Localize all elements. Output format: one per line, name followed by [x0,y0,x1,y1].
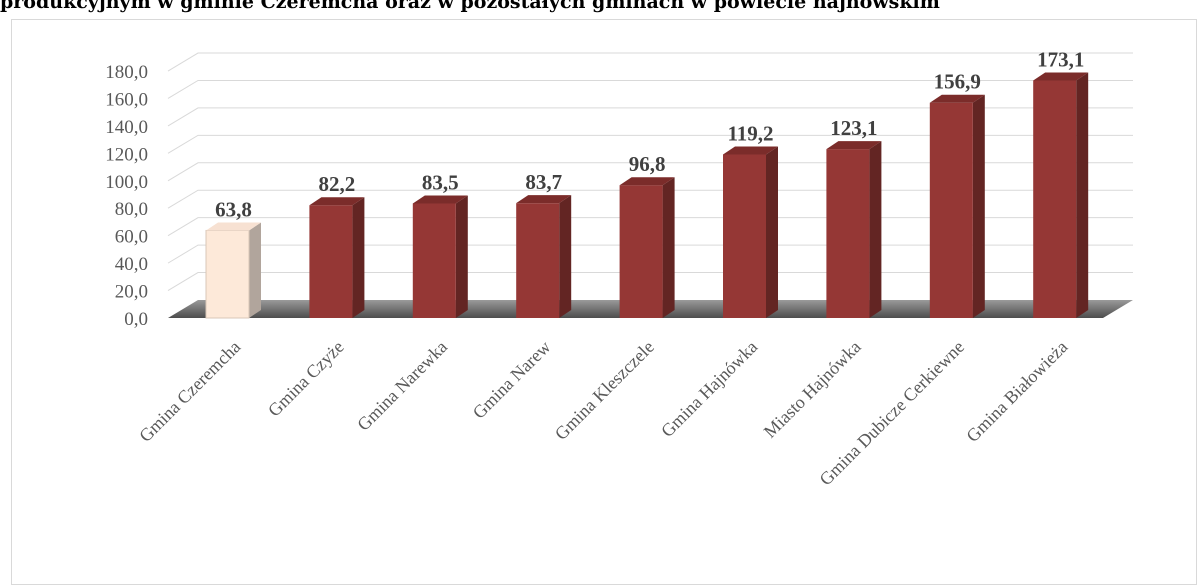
bar-top [929,94,985,103]
y-tick-label: 100,0 [105,172,148,193]
value-label: 119,2 [727,121,773,145]
bar-top [206,222,261,231]
bar-top [1033,72,1089,81]
gridline [167,79,1133,99]
x-axis-labels: Gmina Czeremcha Gmina Czyże Gmina Narewka G… [135,337,1071,490]
bar-side [662,177,675,318]
gridline [167,134,1133,154]
bar-front [516,203,560,318]
category-label: Miasto Hajnówka [760,337,865,442]
bar [929,94,985,318]
category-label: Gmina Czeremcha [135,337,244,446]
y-tick-label: 80,0 [115,199,148,220]
bar-front [723,154,766,318]
bar-front [929,102,973,318]
bar-front [412,203,456,318]
value-labels: 63,8 82,2 83,5 83,7 96,8 119,2 123,1 156,9 173,1 [215,48,1084,222]
gridline [167,189,1133,209]
bar-side [249,222,261,318]
gridline [167,107,1133,127]
bar-side [455,195,468,318]
bar [412,195,468,318]
bar [723,146,778,318]
bar [309,197,365,318]
bar-front [1033,80,1077,318]
chart-title: produkcyjnym w gminie Czeremcha oraz w p… [0,0,940,13]
category-label: Gmina Czyże [264,337,348,421]
bar-top [516,195,572,204]
bar-front [826,149,870,318]
gridline [167,52,1133,72]
y-tick-label: 60,0 [115,227,148,248]
bar [205,222,261,319]
gridline [167,162,1133,182]
bar-side [1076,72,1089,318]
category-label: Gmina Kleszczele [551,337,658,444]
category-label: Gmina Narewka [353,337,451,435]
y-tick-label: 20,0 [115,282,148,303]
y-tick-label: 40,0 [115,254,148,275]
gridline [167,272,1133,291]
bar-top [826,141,882,150]
bar [516,195,572,318]
bar-top [309,197,365,206]
bars [205,72,1089,319]
bar-side [766,146,778,318]
value-label: 83,7 [525,170,562,194]
bar-top [723,146,778,155]
grid-lines [167,52,1133,291]
bar-side [352,197,365,318]
bar [826,141,882,318]
category-label: Gmina Hajnówka [657,337,761,441]
value-label: 82,2 [319,172,356,196]
bar-front [619,185,663,318]
gridline [167,244,1133,264]
value-label: 96,8 [629,152,666,176]
value-label: 123,1 [830,116,877,140]
category-label: Gmina Białowieża [962,337,1071,446]
bar-top [412,195,468,204]
y-tick-label: 140,0 [105,117,148,138]
bar [619,177,675,318]
bar-top [619,177,675,186]
bar-front [309,205,353,318]
value-label: 63,8 [215,197,252,221]
bar-front [205,229,250,319]
y-tick-label: 0,0 [124,309,148,330]
y-axis-ticks: 0,0 20,0 40,0 60,0 80,0 100,0 120,0 140,0 160,0 1… [105,62,148,330]
y-tick-label: 180,0 [105,62,148,83]
value-label: 83,5 [422,170,459,194]
bar-side [869,141,882,318]
gridline [167,217,1133,237]
bar-side [972,94,985,318]
value-label: 156,9 [934,70,981,94]
category-label: Gmina Narew [469,337,555,423]
y-tick-label: 120,0 [105,144,148,165]
value-label: 173,1 [1037,48,1084,72]
y-tick-label: 160,0 [105,89,148,110]
bar-side [559,195,572,318]
bar [1033,72,1089,318]
